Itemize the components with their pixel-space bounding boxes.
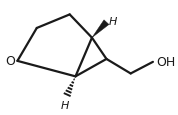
Polygon shape <box>92 21 109 38</box>
Text: OH: OH <box>156 56 175 69</box>
Text: H: H <box>108 17 117 27</box>
Text: H: H <box>61 100 69 110</box>
Text: O: O <box>6 55 16 68</box>
